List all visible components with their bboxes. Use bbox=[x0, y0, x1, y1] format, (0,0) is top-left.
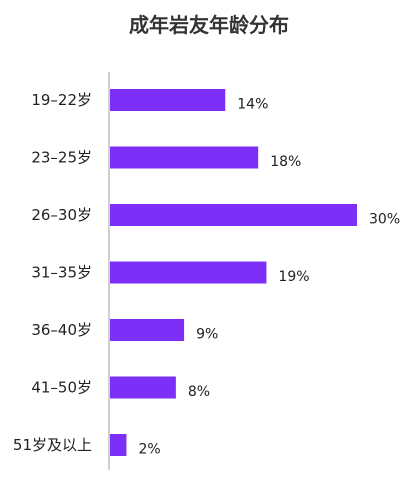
category-label-7: 51岁及以上 bbox=[13, 436, 92, 454]
bar-3 bbox=[110, 204, 357, 226]
bar-7 bbox=[110, 434, 127, 456]
value-label-7: 2% bbox=[138, 441, 160, 457]
category-label-3: 26–30岁 bbox=[31, 206, 92, 224]
bar-6 bbox=[110, 376, 176, 399]
bar-5 bbox=[110, 319, 185, 341]
category-label-2: 23–25岁 bbox=[31, 149, 92, 167]
category-label-4: 31–35岁 bbox=[31, 264, 92, 282]
category-label-6: 41–50岁 bbox=[31, 379, 92, 397]
category-label-1: 19–22岁 bbox=[31, 91, 92, 109]
bar-2 bbox=[110, 146, 259, 169]
chart-title: 成年岩友年龄分布 bbox=[129, 13, 289, 37]
value-label-5: 9% bbox=[196, 326, 218, 342]
value-label-2: 18% bbox=[270, 154, 301, 170]
bar-1 bbox=[110, 89, 226, 111]
bar-4 bbox=[110, 261, 267, 284]
value-label-6: 8% bbox=[188, 384, 210, 400]
category-label-5: 36–40岁 bbox=[31, 321, 92, 339]
value-label-1: 14% bbox=[237, 96, 268, 112]
value-label-4: 19% bbox=[278, 269, 309, 285]
bars-group: 19–22岁 14% 23–25岁 18% 26–30岁 30% 31–35岁 19% 36–4… bbox=[13, 89, 400, 457]
value-label-3: 30% bbox=[369, 211, 400, 227]
